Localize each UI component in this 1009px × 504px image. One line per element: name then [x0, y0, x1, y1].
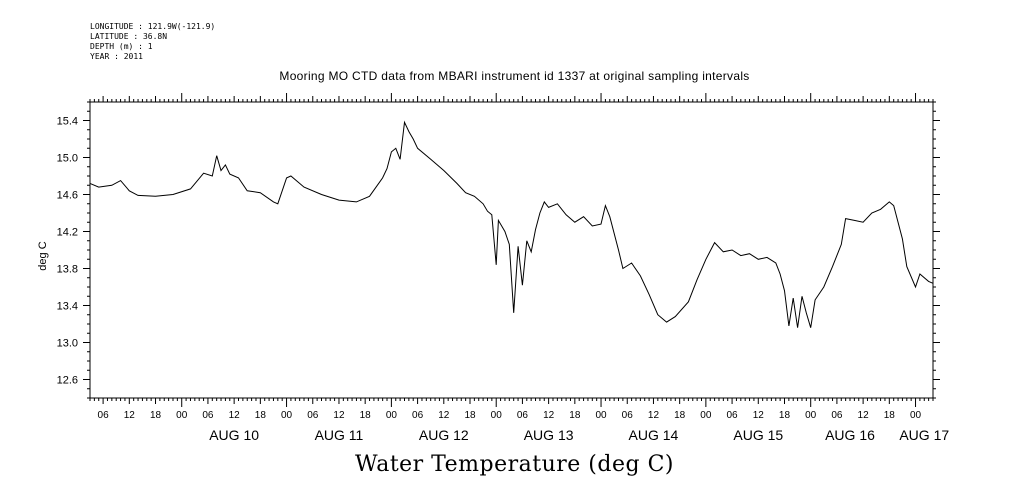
x-hour-label: 12 [124, 410, 136, 421]
year-label: YEAR : 2011 [90, 52, 143, 61]
x-hour-label: 00 [700, 410, 712, 421]
x-hour-label: 12 [648, 410, 660, 421]
x-day-label: AUG 16 [825, 427, 875, 443]
x-hour-label: 00 [176, 410, 188, 421]
y-tick-label: 14.2 [57, 227, 78, 239]
x-day-label: AUG 13 [524, 427, 574, 443]
metadata-block: LONGITUDE : 121.9W(-121.9) LATITUDE : 36… [90, 22, 215, 62]
x-hour-label: 12 [229, 410, 241, 421]
x-hour-label: 00 [805, 410, 817, 421]
x-hour-label: 18 [150, 410, 162, 421]
x-hour-label: 12 [858, 410, 870, 421]
x-hour-label: 12 [543, 410, 555, 421]
x-hour-label: 12 [438, 410, 450, 421]
x-hour-label: 12 [333, 410, 345, 421]
x-day-label: AUG 11 [315, 427, 364, 443]
x-hour-label: 00 [281, 410, 293, 421]
x-hour-label: 06 [727, 410, 739, 421]
y-tick-label: 15.0 [57, 153, 78, 165]
x-hour-label: 18 [779, 410, 791, 421]
x-day-label: AUG 17 [899, 427, 949, 443]
axis-tick-labels: 06 12 18 00 06 12 18 00 06 12 18 00 06 12 18 00 06 12 18 00… [57, 116, 950, 444]
x-day-label: AUG 15 [733, 427, 783, 443]
longitude-label: LONGITUDE : 121.9W(-121.9) [90, 22, 216, 31]
x-hour-label: 18 [464, 410, 476, 421]
y-tick-label: 14.6 [57, 190, 78, 202]
x-hour-label: 06 [307, 410, 319, 421]
x-day-label: AUG 14 [629, 427, 679, 443]
chart-title: Mooring MO CTD data from MBARI instrumen… [279, 69, 750, 83]
x-hour-label: 18 [884, 410, 896, 421]
y-tick-label: 13.0 [57, 338, 78, 350]
x-hour-label: 00 [910, 410, 922, 421]
x-day-label: AUG 12 [419, 427, 469, 443]
x-hour-label: 06 [517, 410, 529, 421]
latitude-label: LATITUDE : 36.8N [90, 32, 168, 41]
x-axis-title: Water Temperature (deg C) [355, 452, 674, 477]
depth-label: DEPTH (m) : 1 [90, 42, 153, 51]
x-hour-label: 00 [386, 410, 398, 421]
series-line [89, 120, 934, 328]
x-hour-label: 18 [674, 410, 686, 421]
x-hour-label: 00 [491, 410, 503, 421]
y-tick-label: 13.4 [57, 301, 78, 313]
y-tick-label: 15.4 [57, 116, 78, 128]
axis-ticks [83, 93, 940, 407]
x-hour-label: 06 [831, 410, 843, 421]
x-hour-label: 18 [255, 410, 267, 421]
x-hour-label: 12 [753, 410, 765, 421]
x-day-label: AUG 10 [209, 427, 259, 443]
x-hour-label: 06 [622, 410, 634, 421]
x-hour-label: 06 [98, 410, 110, 421]
plot-frame [89, 101, 934, 399]
x-hour-label: 06 [202, 410, 214, 421]
x-hour-label: 00 [595, 410, 607, 421]
y-tick-label: 12.6 [57, 375, 78, 387]
x-hour-label: 18 [360, 410, 372, 421]
y-tick-label: 13.8 [57, 264, 78, 276]
x-hour-label: 06 [412, 410, 424, 421]
x-hour-label: 18 [569, 410, 581, 421]
